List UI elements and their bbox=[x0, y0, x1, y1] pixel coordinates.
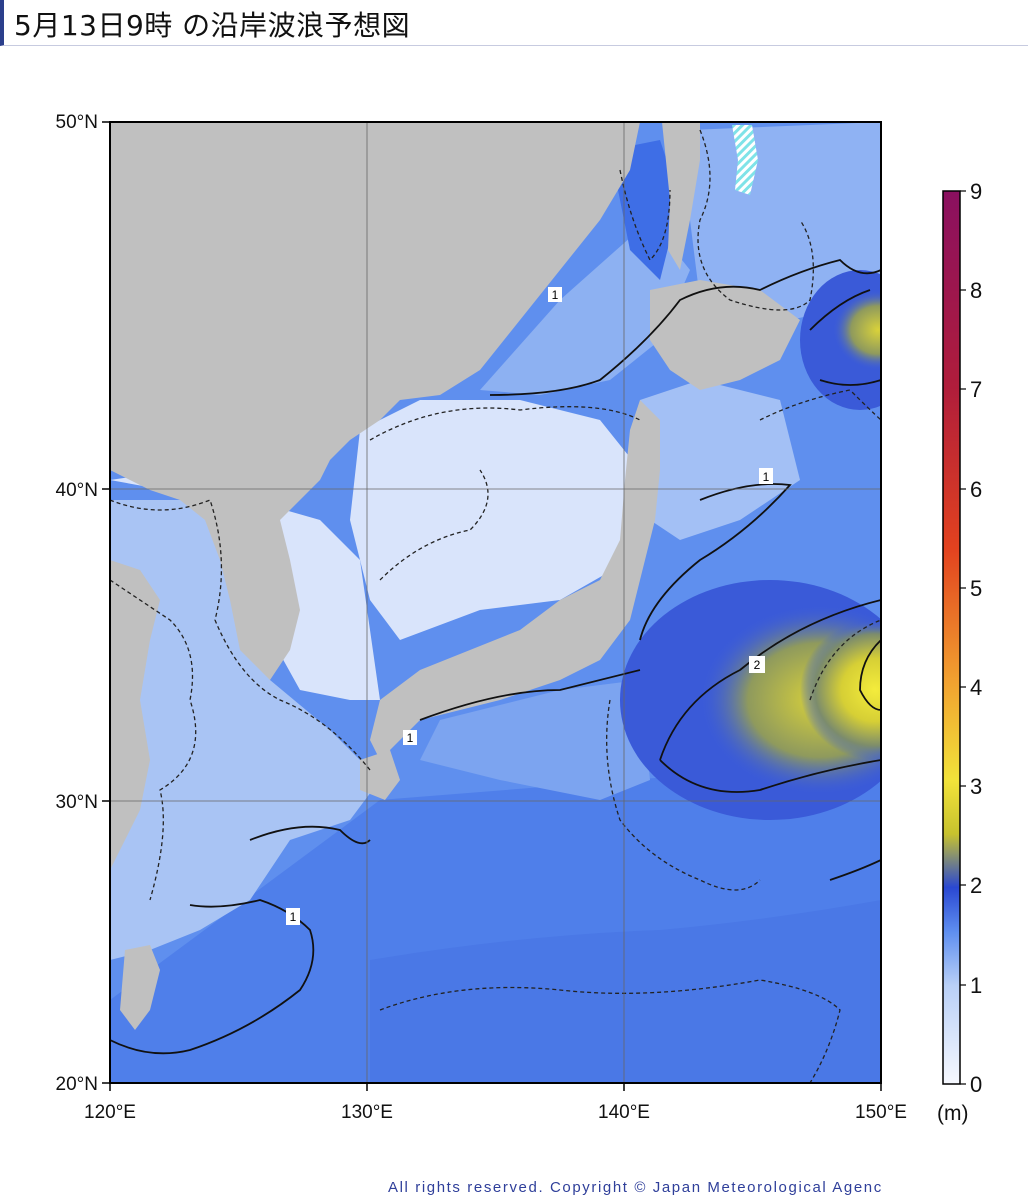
honshu bbox=[370, 400, 660, 760]
plot-frame bbox=[109, 121, 882, 1084]
lon-label: 120°E bbox=[84, 1102, 136, 1123]
hokkaido bbox=[650, 280, 800, 390]
contour-label-box bbox=[759, 468, 773, 484]
sea-ice-area bbox=[732, 125, 758, 195]
lon-label: 140°E bbox=[598, 1102, 650, 1123]
yellow-sea bbox=[110, 470, 380, 700]
colorbar-tick-label: 2 bbox=[970, 873, 982, 898]
colorbar-unit: (m) bbox=[937, 1102, 968, 1125]
plot-area bbox=[110, 122, 881, 1083]
ocean-deep-band bbox=[370, 900, 881, 1083]
axis-labels: 50°N 40°N 30°N 20°N 120°E 130°E 140°E 15… bbox=[56, 112, 907, 1123]
colorbar-tick-label: 3 bbox=[970, 774, 982, 799]
sea-of-japan bbox=[350, 400, 640, 640]
east-china-sea bbox=[110, 500, 380, 960]
contour-label-box bbox=[286, 908, 300, 925]
solid-contours bbox=[110, 259, 881, 1055]
colorbar-tick-label: 1 bbox=[970, 973, 982, 998]
contour-label-box bbox=[403, 730, 417, 745]
colorbar-tick-label: 4 bbox=[970, 675, 982, 700]
colorbar-tick-label: 6 bbox=[970, 477, 982, 502]
colorbar-tick-label: 9 bbox=[970, 179, 982, 204]
lon-label: 150°E bbox=[855, 1102, 907, 1123]
wave-peak bbox=[800, 620, 881, 760]
sea-of-japan-north bbox=[480, 220, 690, 395]
colorbar-labels: 9 8 7 6 5 4 3 2 1 0 (m) bbox=[937, 179, 982, 1125]
lon-label: 130°E bbox=[341, 1102, 393, 1123]
copyright-notice: All rights reserved. Copyright © Japan M… bbox=[388, 1179, 883, 1196]
colorbar-gradient bbox=[942, 190, 961, 1085]
pacific-south-coast bbox=[420, 680, 650, 800]
asian-mainland bbox=[110, 122, 640, 680]
colorbar-tick-label: 0 bbox=[970, 1072, 982, 1097]
contour-label: 1 bbox=[407, 731, 414, 745]
page-title: 5月13日9時 の沿岸波浪予想図 bbox=[14, 9, 411, 42]
colorbar-tick-label: 5 bbox=[970, 576, 982, 601]
colorbar-tick-label: 7 bbox=[970, 377, 982, 402]
contour-label: 2 bbox=[754, 658, 761, 672]
colorbar-ticks bbox=[960, 190, 966, 1085]
sakhalin bbox=[662, 122, 700, 270]
lat-label: 20°N bbox=[56, 1074, 98, 1095]
contour-label-box bbox=[548, 287, 562, 302]
lat-label: 40°N bbox=[56, 480, 98, 501]
colorbar: 9 8 7 6 5 4 3 2 1 0 (m) bbox=[937, 179, 982, 1125]
contour-label-box bbox=[749, 656, 765, 673]
dashed-contours bbox=[110, 129, 881, 1083]
china-coast bbox=[110, 560, 160, 870]
kyushu bbox=[360, 750, 400, 800]
lat-label: 50°N bbox=[56, 112, 98, 133]
lat-label: 30°N bbox=[56, 792, 98, 813]
taiwan bbox=[120, 945, 160, 1030]
page-header: 5月13日9時 の沿岸波浪予想図 bbox=[0, 0, 1028, 46]
graticule bbox=[110, 122, 881, 1083]
kuril-peak bbox=[833, 290, 881, 370]
land-masses bbox=[110, 122, 800, 1030]
contour-label-group: 1 1 1 2 1 bbox=[286, 287, 773, 925]
contour-label: 1 bbox=[290, 910, 297, 924]
axis-ticks bbox=[102, 121, 882, 1091]
contour-label: 1 bbox=[763, 470, 770, 484]
contour-label: 1 bbox=[552, 288, 559, 302]
tatar-strait bbox=[610, 140, 680, 280]
colorbar-tick-label: 8 bbox=[970, 278, 982, 303]
